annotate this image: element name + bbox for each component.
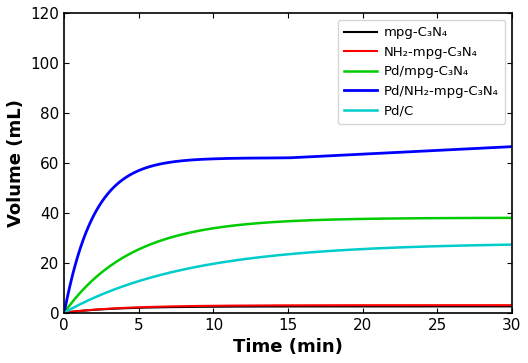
Line: Pd/mpg-C₃N₄: Pd/mpg-C₃N₄: [64, 218, 512, 313]
Pd/mpg-C₃N₄: [508, 216, 515, 220]
Line: Pd/C: Pd/C: [64, 245, 512, 313]
Legend: mpg-C₃N₄, NH₂-mpg-C₃N₄, Pd/mpg-C₃N₄, Pd/NH₂-mpg-C₃N₄, Pd/C: mpg-C₃N₄, NH₂-mpg-C₃N₄, Pd/mpg-C₃N₄, Pd/…: [337, 20, 505, 124]
NH₂-mpg-C₃N₄: [508, 303, 515, 307]
Pd/NH₂-mpg-C₃N₄: [368, 151, 374, 156]
mpg-C₃N₄: [508, 304, 515, 309]
NH₂-mpg-C₃N₄: [258, 303, 265, 307]
X-axis label: Time (min): Time (min): [233, 338, 343, 356]
NH₂-mpg-C₃N₄: [61, 310, 68, 315]
Pd/mpg-C₃N₄: [410, 216, 416, 220]
Pd/C: [107, 289, 113, 293]
mpg-C₃N₄: [61, 310, 68, 315]
mpg-C₃N₄: [107, 307, 113, 311]
Pd/C: [508, 242, 515, 247]
Pd/NH₂-mpg-C₃N₄: [242, 156, 248, 160]
Pd/C: [242, 257, 248, 261]
Y-axis label: Volume (mL): Volume (mL): [7, 99, 25, 227]
NH₂-mpg-C₃N₄: [418, 303, 424, 307]
Pd/mpg-C₃N₄: [418, 216, 424, 220]
Line: mpg-C₃N₄: mpg-C₃N₄: [64, 306, 512, 313]
mpg-C₃N₄: [368, 304, 374, 309]
NH₂-mpg-C₃N₄: [107, 306, 113, 311]
NH₂-mpg-C₃N₄: [368, 303, 374, 307]
Pd/C: [368, 246, 374, 251]
Pd/C: [61, 310, 68, 315]
Pd/NH₂-mpg-C₃N₄: [410, 150, 416, 154]
NH₂-mpg-C₃N₄: [242, 303, 248, 308]
NH₂-mpg-C₃N₄: [410, 303, 416, 307]
Line: NH₂-mpg-C₃N₄: NH₂-mpg-C₃N₄: [64, 305, 512, 313]
Pd/mpg-C₃N₄: [61, 310, 68, 315]
mpg-C₃N₄: [242, 305, 248, 309]
Pd/NH₂-mpg-C₃N₄: [418, 149, 424, 153]
Pd/NH₂-mpg-C₃N₄: [107, 189, 113, 193]
Pd/mpg-C₃N₄: [258, 221, 265, 225]
Pd/C: [258, 255, 265, 259]
Pd/mpg-C₃N₄: [242, 222, 248, 227]
Pd/mpg-C₃N₄: [368, 217, 374, 221]
mpg-C₃N₄: [410, 304, 416, 309]
Pd/NH₂-mpg-C₃N₄: [508, 144, 515, 149]
Pd/NH₂-mpg-C₃N₄: [61, 310, 68, 315]
mpg-C₃N₄: [258, 304, 265, 309]
Pd/C: [418, 245, 424, 249]
mpg-C₃N₄: [418, 304, 424, 309]
Pd/C: [410, 245, 416, 249]
Pd/NH₂-mpg-C₃N₄: [258, 156, 265, 160]
Line: Pd/NH₂-mpg-C₃N₄: Pd/NH₂-mpg-C₃N₄: [64, 147, 512, 313]
Pd/mpg-C₃N₄: [107, 264, 113, 268]
